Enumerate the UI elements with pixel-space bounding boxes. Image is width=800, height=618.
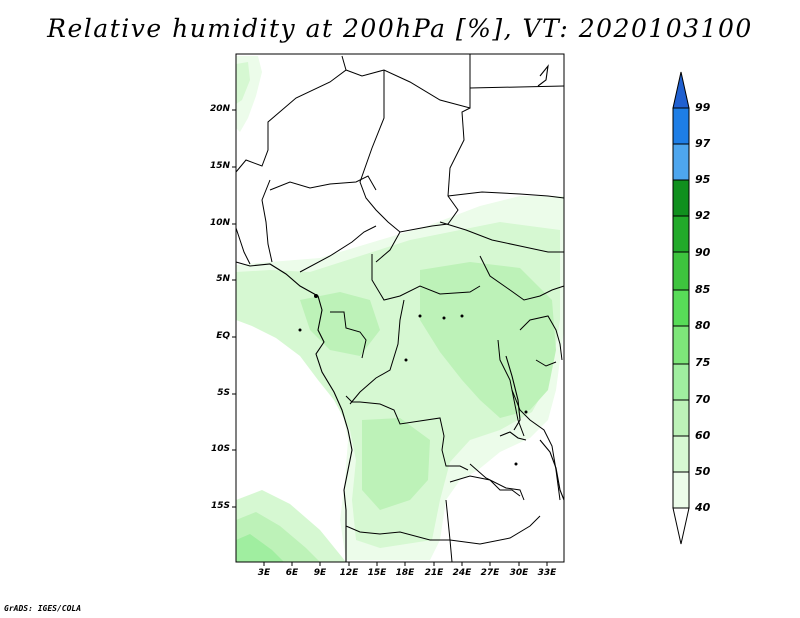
lakes [298,294,528,466]
humidity-shading [236,56,564,562]
lon-label-6e: 6E [285,568,299,578]
lon-label-30e: 30E [509,568,529,578]
lat-label-20n: 20N [209,104,230,114]
colorbar-label-50: 50 [695,465,711,478]
lon-label-24e: 24E [452,568,472,578]
country-boundaries [235,54,565,563]
lon-label-18e: 18E [395,568,415,578]
lon-label-9e: 9E [313,568,327,578]
colorbar-segment-3 [672,179,690,217]
lon-label-21e: 21E [424,568,444,578]
lat-label-15n: 15N [209,161,230,171]
lat-label-5n: 5N [216,274,230,284]
lon-label-15e: 15E [367,568,387,578]
colorbar-label-85: 85 [695,283,711,296]
colorbar-bottom-triangle [672,507,690,545]
colorbar-label-80: 80 [695,319,711,332]
map-frame [235,53,565,563]
lat-label-15s: 15S [210,501,230,511]
lon-label-12e: 12E [339,568,359,578]
colorbar-segment-1 [672,107,690,145]
colorbar-label-97: 97 [695,137,711,150]
map-title: Relative humidity at 200hPa [%], VT: 202… [47,14,753,43]
colorbar-segment-11 [672,471,690,509]
colorbar-label-40: 40 [695,501,711,514]
colorbar-segment-2 [672,143,690,181]
colorbar-segment-5 [672,251,690,291]
colorbar [672,71,690,545]
colorbar-label-60: 60 [695,429,711,442]
lat-label-5s: 5S [217,388,230,398]
lon-ticks [263,562,548,566]
lat-ticks [232,109,236,508]
colorbar-segment-9 [672,399,690,437]
lon-label-3e: 3E [257,568,271,578]
coastline [235,64,565,562]
lon-label-33e: 33E [537,568,557,578]
lat-label-10s: 10S [210,444,230,454]
colorbar-segment-7 [672,325,690,365]
lat-label-eq: EQ [216,331,230,341]
colorbar-top-triangle [672,71,690,109]
colorbar-label-75: 75 [695,356,711,369]
colorbar-segment-10 [672,435,690,473]
colorbar-segment-4 [672,215,690,253]
lat-label-10n: 10N [209,218,230,228]
colorbar-segment-6 [672,289,690,327]
colorbar-segment-8 [672,363,690,401]
colorbar-label-92: 92 [695,209,711,222]
colorbar-label-70: 70 [695,393,711,406]
grads-credit: GrADS: IGES/COLA [4,604,82,613]
colorbar-label-90: 90 [695,246,711,259]
lon-label-27e: 27E [480,568,500,578]
colorbar-label-95: 95 [695,173,711,186]
colorbar-label-99: 99 [695,101,711,114]
